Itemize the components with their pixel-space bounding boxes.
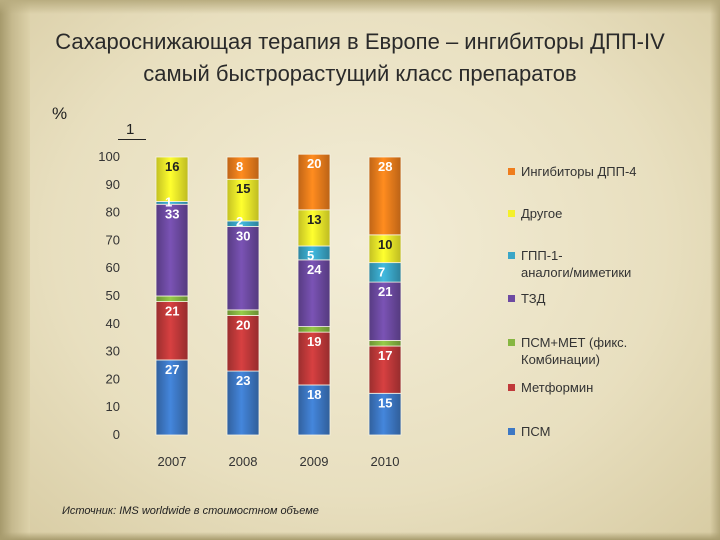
data-label-2010-4: 7 (378, 265, 385, 280)
y-tick-label-30: 30 (106, 344, 120, 359)
bar-segment-2009-6 (297, 153, 331, 211)
bar-series (155, 153, 402, 436)
data-label-2009-4: 5 (307, 248, 314, 263)
y-axis: 0 10 20 30 40 50 60 70 80 90 100 (98, 149, 120, 442)
legend-label-4-1: Комбинации) (521, 352, 600, 367)
note-underline (118, 139, 146, 140)
slide-title: Сахароснижающая терапия в Европе – ингиб… (55, 29, 665, 86)
bar-segment-2010-0 (368, 392, 402, 436)
legend-swatch-6 (508, 428, 515, 435)
page-edge-left (0, 0, 30, 540)
data-label-2010-5: 10 (378, 237, 392, 252)
y-tick-label-100: 100 (98, 149, 120, 164)
x-tick-label-2009: 2009 (300, 454, 329, 469)
bar-segment-2010-2 (368, 340, 402, 347)
data-labels: 27 21 331 16 23 20 302 15 8 18 19 245 13 20 15 17 21 7 10 2… (165, 156, 392, 410)
y-tick-label-90: 90 (106, 177, 120, 192)
x-tick-label-2010: 2010 (371, 454, 400, 469)
source-note: Источник: IMS worldwide в стоимостном об… (62, 505, 319, 517)
legend-label-3-0: ТЗД (521, 291, 546, 306)
bar-segment-2010-5 (368, 234, 402, 264)
data-label-2009-6: 20 (307, 156, 321, 171)
bar-segment-2009-3 (297, 259, 331, 327)
data-label-2008-0: 23 (236, 373, 250, 388)
data-label-2009-5: 13 (307, 212, 321, 227)
data-label-2010-6: 28 (378, 159, 392, 174)
y-tick-label-60: 60 (106, 260, 120, 275)
y-tick-label-70: 70 (106, 232, 120, 247)
note-mark: 1 (126, 121, 135, 138)
legend-swatch-0 (508, 168, 515, 175)
page-edge-top (0, 0, 720, 14)
data-label-2008-6: 8 (236, 159, 243, 174)
bar-segment-2009-1 (297, 331, 331, 386)
y-tick-label-50: 50 (106, 288, 120, 303)
x-tick-label-2008: 2008 (229, 454, 258, 469)
legend-label-1-0: Другое (521, 206, 562, 221)
legend-swatch-4 (508, 339, 515, 346)
legend-swatch-5 (508, 384, 515, 391)
legend-label-0-0: Ингибиторы ДПП-4 (521, 164, 637, 179)
bar-segment-2008-5 (226, 178, 260, 222)
y-tick-label-20: 20 (106, 371, 120, 386)
data-label-2008-3: 30 (236, 229, 250, 244)
bar-segment-2007-2 (155, 295, 189, 302)
data-label-2009-0: 18 (307, 387, 321, 402)
data-label-2008-5: 15 (236, 181, 250, 196)
legend-label-2-1: аналоги/миметики (521, 265, 631, 280)
bar-segment-2010-6 (368, 156, 402, 236)
page-edge-right (710, 0, 720, 540)
bar-segment-2009-2 (297, 326, 331, 333)
legend-label-4-0: ПСМ+МЕТ (фикс. (521, 335, 627, 350)
bar-segment-2008-6 (226, 156, 260, 180)
legend-label-6-0: ПСМ (521, 424, 550, 439)
data-label-2010-0: 15 (378, 395, 392, 410)
bar-segment-2008-2 (226, 309, 260, 316)
x-tick-label-2007: 2007 (158, 454, 187, 469)
bar-segment-2009-0 (297, 384, 331, 436)
data-label-2007-3: 33 (165, 206, 179, 221)
y-tick-label-80: 80 (106, 205, 120, 220)
data-label-2007-1: 21 (165, 304, 179, 319)
data-label-2007-0: 27 (165, 362, 179, 377)
y-unit-label: % (52, 104, 68, 123)
page-edge-bottom (0, 532, 720, 540)
data-label-2009-3: 24 (307, 262, 322, 277)
legend-label-2-0: ГПП-1- (521, 248, 563, 263)
y-tick-label-40: 40 (106, 316, 120, 331)
legend-label-5-0: Метформин (521, 380, 593, 395)
legend-swatch-3 (508, 295, 515, 302)
data-label-2009-1: 19 (307, 334, 321, 349)
y-tick-label-0: 0 (113, 427, 120, 442)
data-label-2010-1: 17 (378, 348, 392, 363)
legend-swatch-1 (508, 210, 515, 217)
data-label-2007-5: 16 (165, 159, 179, 174)
x-axis: 2007 2008 2009 2010 (158, 454, 400, 469)
legend-swatch-2 (508, 252, 515, 259)
legend: Ингибиторы ДПП-4 Другое ГПП-1- аналоги/миме… (508, 164, 637, 439)
bar-segment-2007-5 (155, 156, 189, 202)
data-label-2008-1: 20 (236, 317, 250, 332)
data-label-2007-4: 1 (165, 194, 172, 209)
data-label-2008-4: 2 (236, 214, 243, 229)
data-label-2010-3: 21 (378, 284, 392, 299)
y-tick-label-10: 10 (106, 399, 120, 414)
